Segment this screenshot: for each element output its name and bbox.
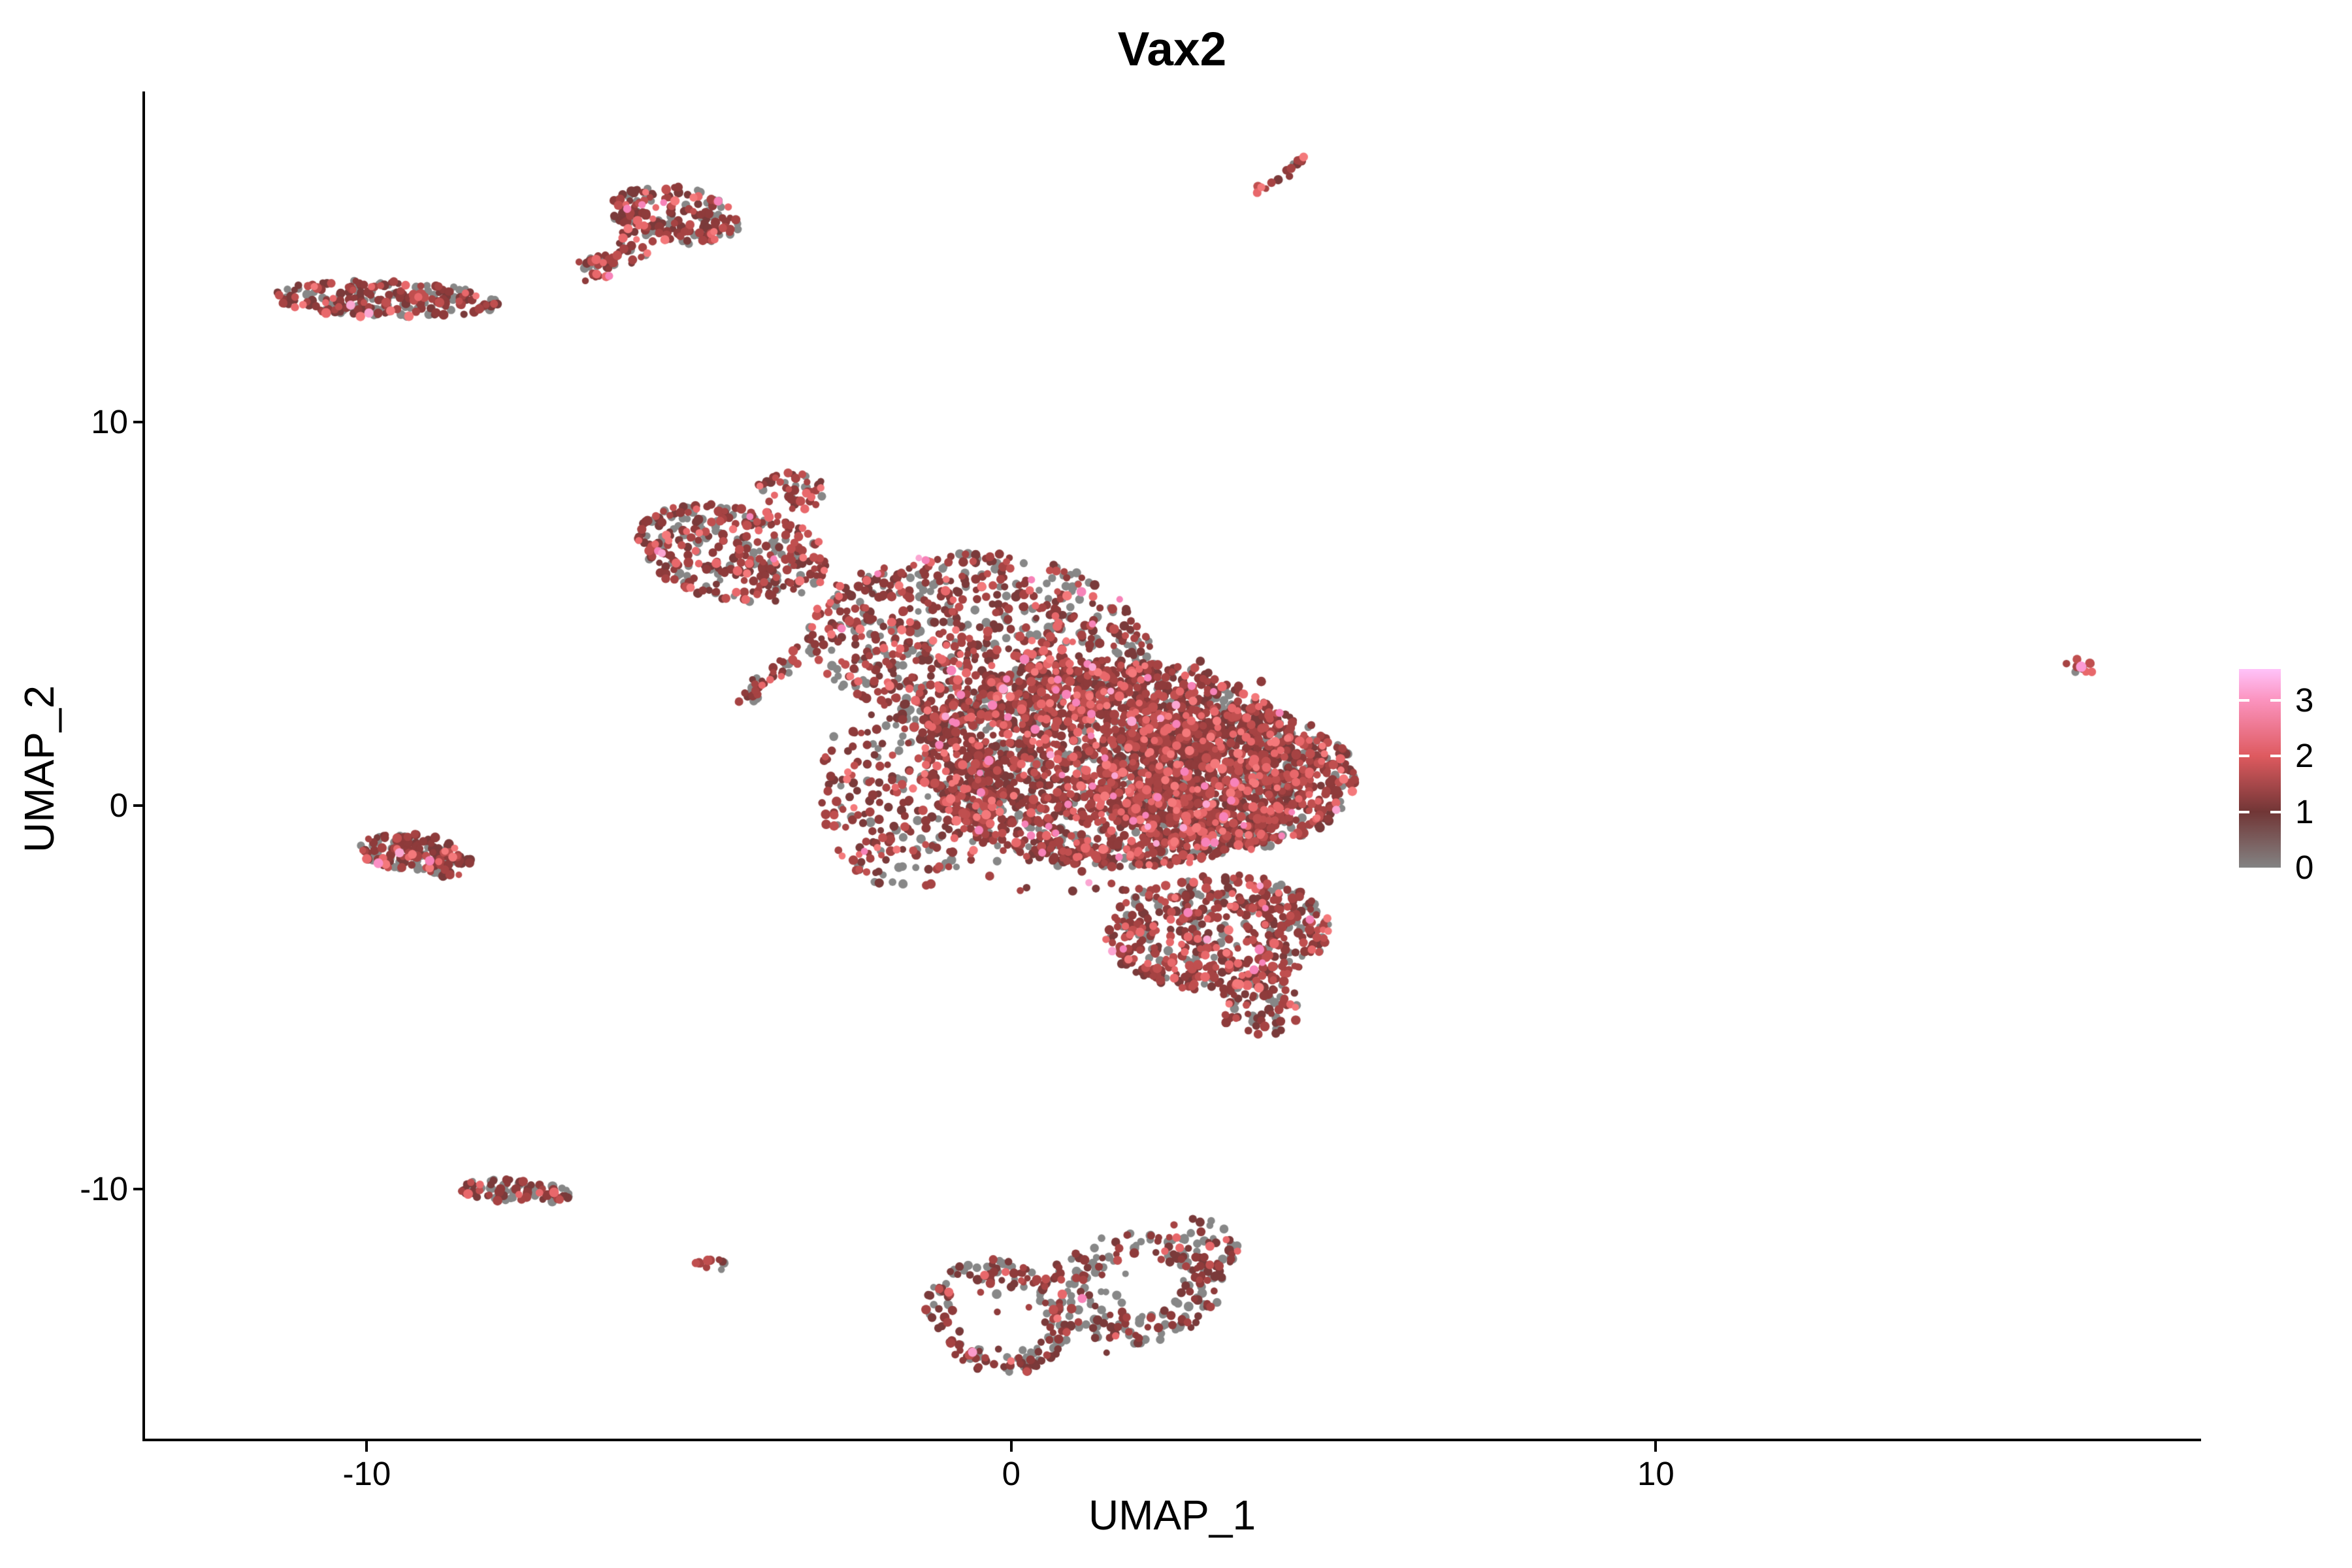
y-tick-label: 10 xyxy=(91,403,128,441)
x-tick-mark xyxy=(1009,1441,1013,1452)
y-tick-label: -10 xyxy=(80,1170,128,1208)
y-tick-mark xyxy=(133,421,144,424)
colorbar-tick-label: 1 xyxy=(2295,792,2314,830)
x-axis-title: UMAP_1 xyxy=(1088,1492,1256,1539)
x-tick-mark xyxy=(1654,1441,1658,1452)
colorbar-notch xyxy=(2239,698,2249,702)
colorbar-tick-label: 3 xyxy=(2295,681,2314,719)
x-tick-mark xyxy=(365,1441,368,1452)
y-tick-label: 0 xyxy=(109,787,128,825)
x-axis-line xyxy=(142,1439,2201,1441)
colorbar-notch xyxy=(2270,698,2281,702)
colorbar-tick-label: 0 xyxy=(2295,849,2314,886)
colorbar-notch xyxy=(2270,810,2281,813)
y-tick-mark xyxy=(133,1188,144,1191)
x-tick-label: 10 xyxy=(1637,1455,1674,1492)
colorbar-gradient xyxy=(2239,669,2281,868)
x-tick-label: -10 xyxy=(342,1455,391,1492)
colorbar-notch xyxy=(2270,755,2281,758)
y-axis-title: UMAP_2 xyxy=(16,685,63,853)
colorbar-notch xyxy=(2239,755,2249,758)
colorbar-notch xyxy=(2239,810,2249,813)
x-tick-label: 0 xyxy=(1002,1455,1021,1492)
y-tick-mark xyxy=(133,804,144,808)
y-axis-line xyxy=(142,91,145,1441)
colorbar-tick-label: 2 xyxy=(2295,737,2314,775)
